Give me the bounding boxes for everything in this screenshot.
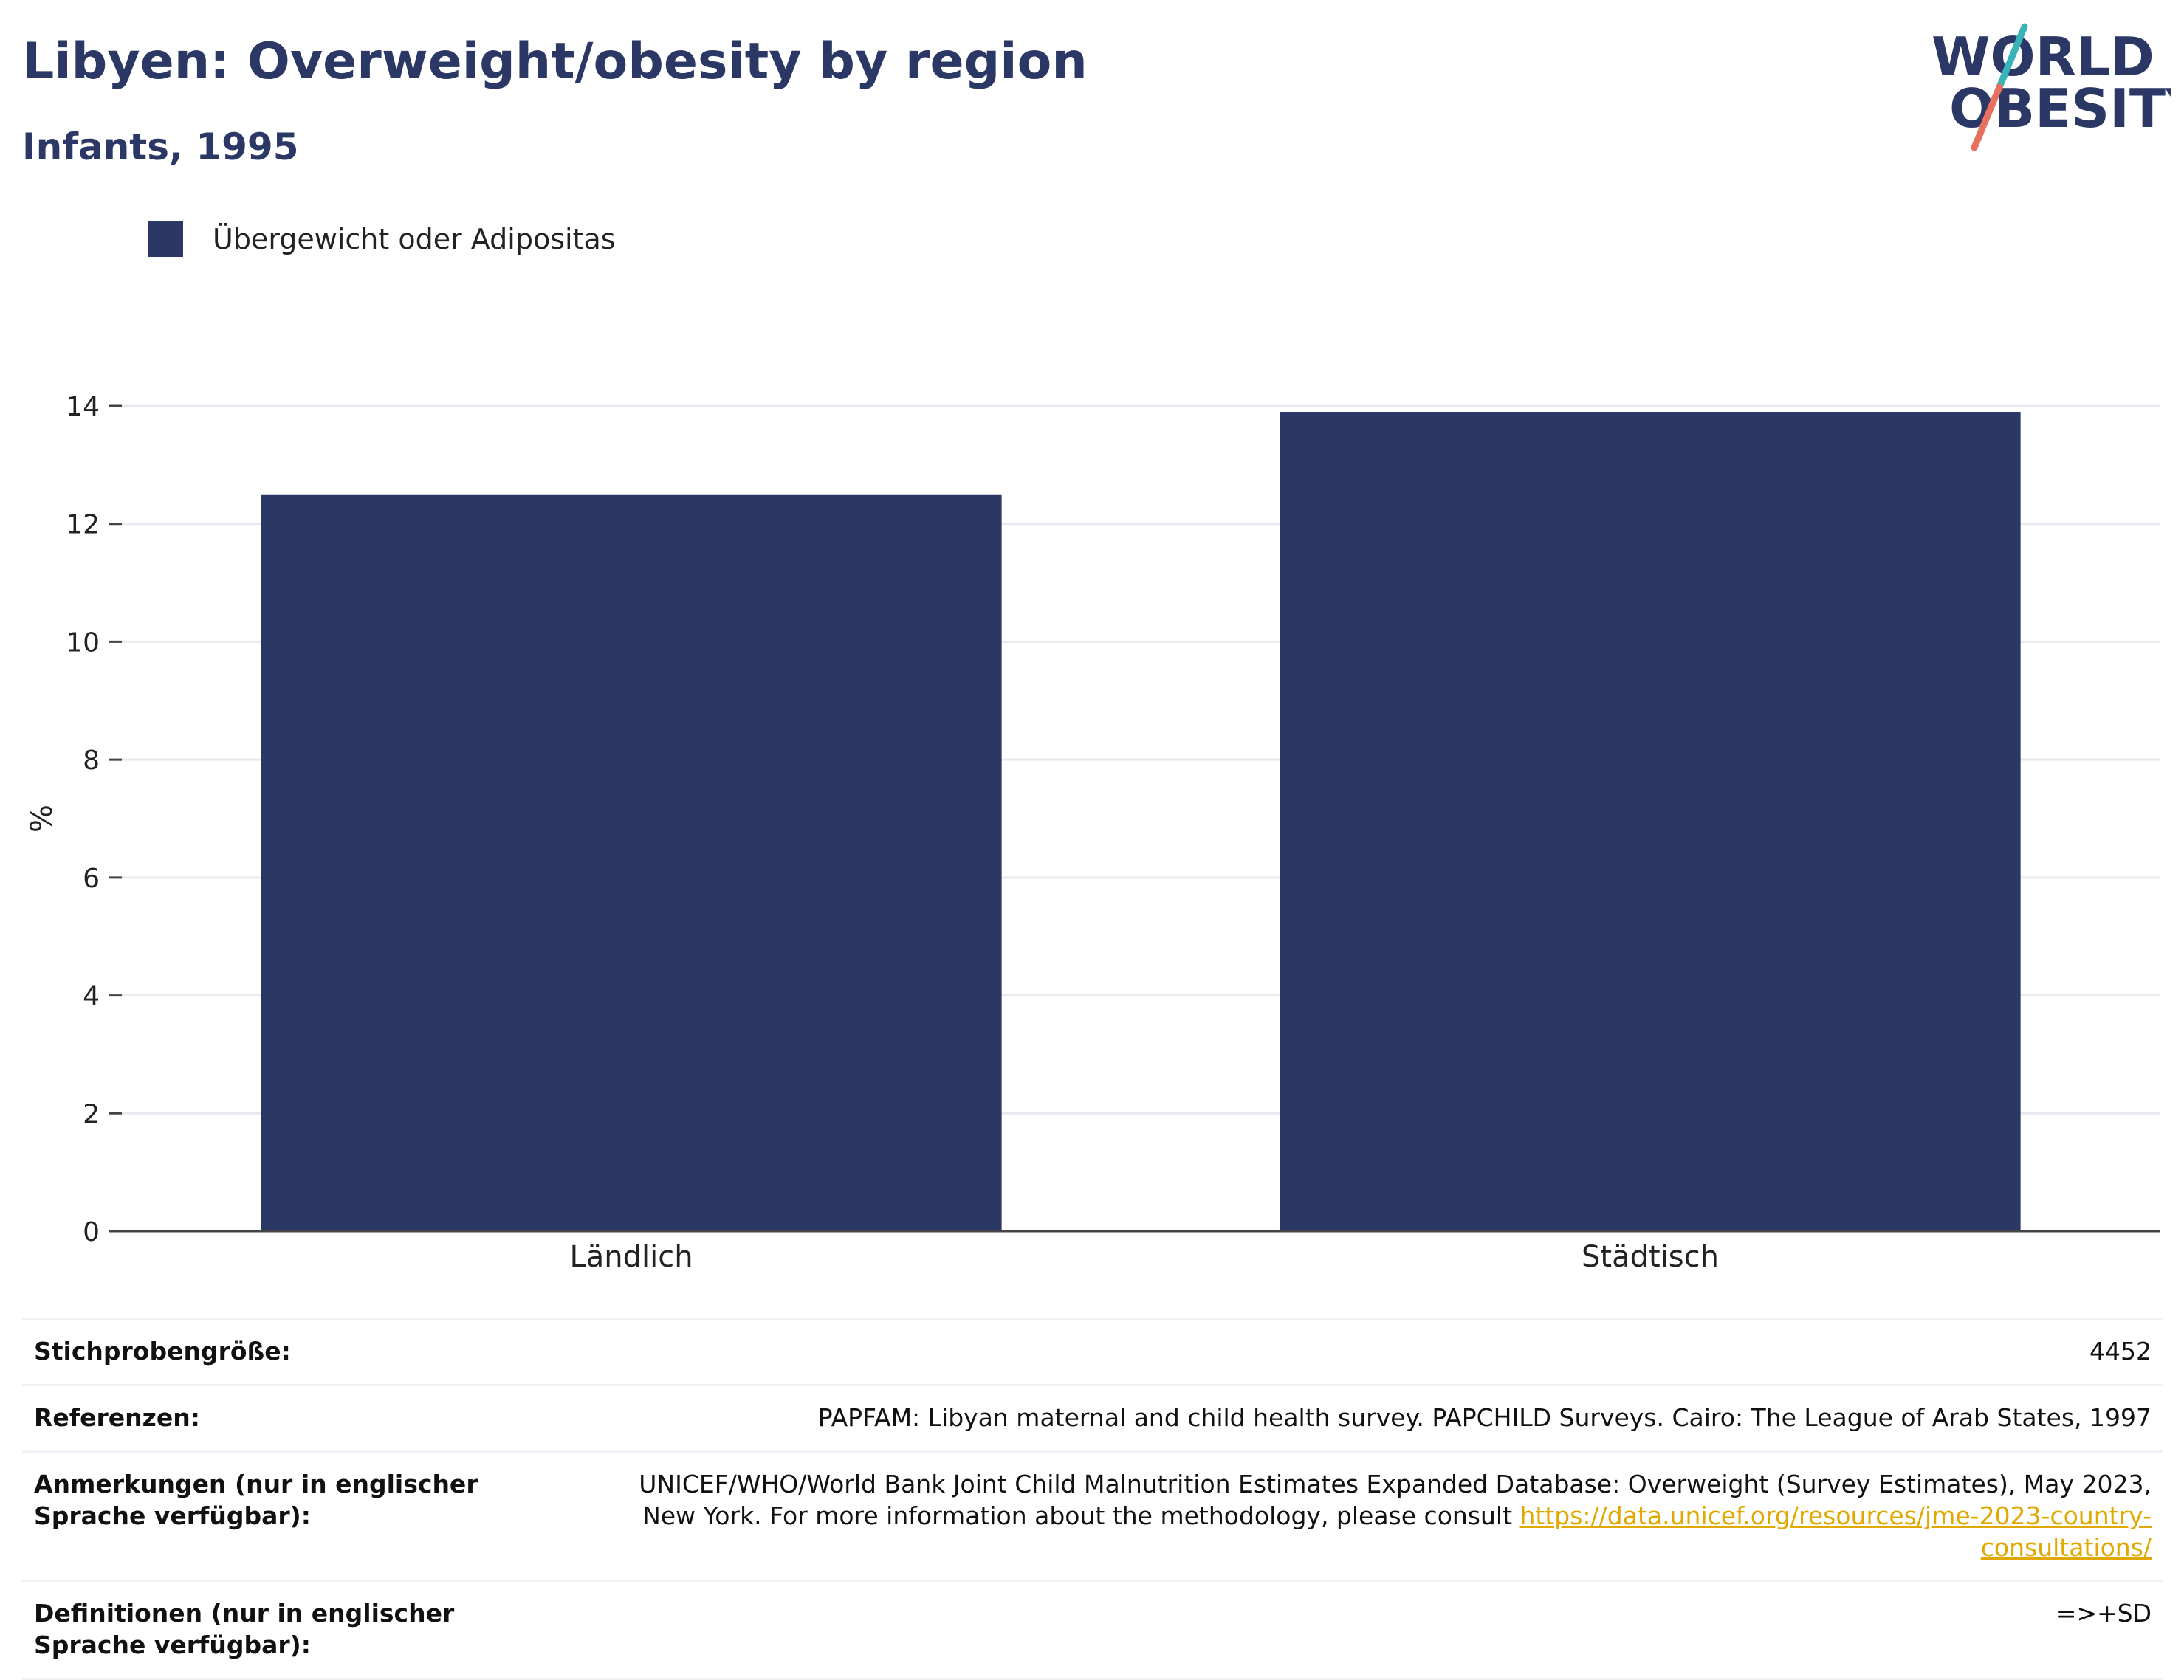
bar xyxy=(261,494,1002,1231)
info-label: Anmerkungen (nur in englischer Sprache v… xyxy=(34,1469,478,1530)
x-tick-label: Städtisch xyxy=(1582,1240,1719,1274)
chart-subtitle: Infants, 1995 xyxy=(22,125,299,168)
x-tick-label: Ländlich xyxy=(569,1240,693,1274)
y-tick-label: 2 xyxy=(83,1099,100,1129)
world-obesity-logo: WORLD OBESITY xyxy=(1931,23,2171,151)
y-tick-label: 12 xyxy=(66,510,100,540)
info-row-notes: Anmerkungen (nur in englischer Sprache v… xyxy=(22,1451,2163,1581)
logo-slash-top xyxy=(1996,23,2028,91)
y-tick-label: 4 xyxy=(83,982,100,1012)
info-row-references: Referenzen: PAPFAM: Libyan maternal and … xyxy=(22,1385,2163,1451)
info-label: Definitionen (nur in englischer Sprache … xyxy=(34,1599,455,1660)
bar-chart: 0 2 4 6 8 10 12 14 Ländlich Städtisch% xyxy=(25,392,2160,1274)
legend: Übergewicht oder Adipositas xyxy=(148,218,616,260)
notes-text: UNICEF/WHO/World Bank Joint Child Malnut… xyxy=(639,1469,2152,1530)
logo-line2: OBESITY xyxy=(1949,78,2171,140)
y-tick-label: 8 xyxy=(83,746,100,776)
info-row-sample-size: Stichprobengröße: 4452 xyxy=(22,1318,2163,1385)
info-value: PAPFAM: Libyan maternal and child health… xyxy=(817,1402,2152,1432)
y-tick-label: 0 xyxy=(83,1217,100,1247)
info-value: UNICEF/WHO/World Bank Joint Child Malnut… xyxy=(577,1451,2163,1581)
y-tick-label: 6 xyxy=(83,864,100,894)
info-table: Stichprobengröße: 4452 Referenzen: PAPFA… xyxy=(22,1318,2163,1680)
y-tick-label: 10 xyxy=(66,627,100,658)
bar xyxy=(1280,411,2021,1231)
methodology-link[interactable]: https://data.unicef.org/resources/jme-20… xyxy=(1519,1501,2152,1562)
info-value: =>+SD xyxy=(2056,1599,2152,1628)
y-axis-label: % xyxy=(25,805,59,833)
y-tick-label: 14 xyxy=(66,392,100,422)
logo-line1: WORLD xyxy=(1931,26,2154,88)
info-value: 4452 xyxy=(2089,1337,2152,1366)
chart-title: Libyen: Overweight/obesity by region xyxy=(22,32,1088,91)
info-label: Stichprobengröße: xyxy=(34,1337,291,1366)
legend-swatch xyxy=(148,221,183,257)
legend-label: Übergewicht oder Adipositas xyxy=(213,223,616,255)
logo-slash-bottom xyxy=(1971,83,2003,151)
info-label: Referenzen: xyxy=(34,1402,200,1432)
